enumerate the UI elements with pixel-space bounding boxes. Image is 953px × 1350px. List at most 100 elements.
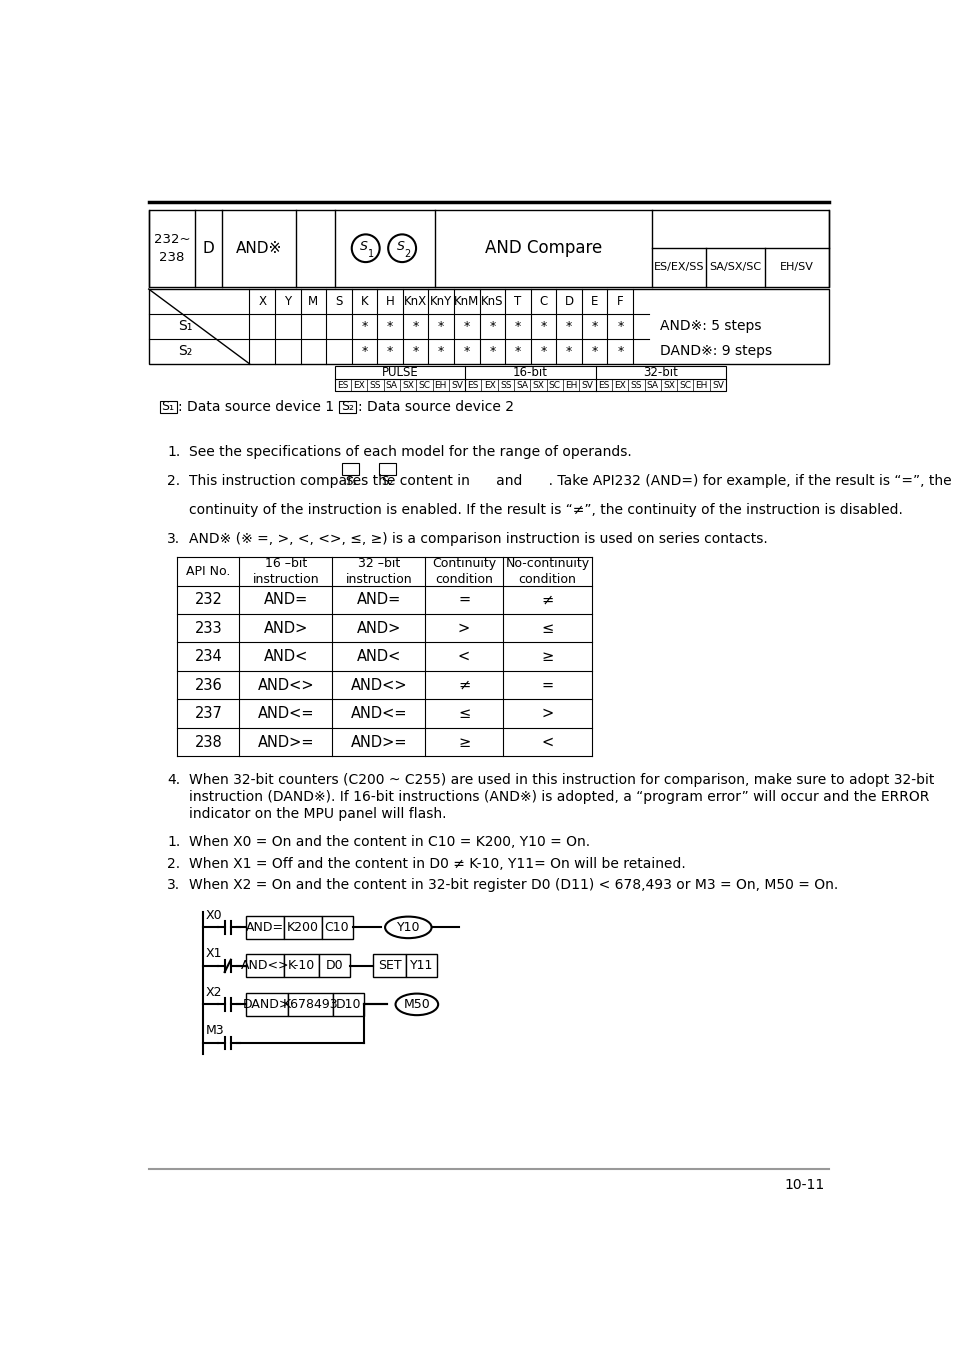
Text: 4.: 4. xyxy=(167,774,180,787)
Text: AND=: AND= xyxy=(263,593,308,608)
FancyBboxPatch shape xyxy=(342,463,359,475)
Text: EH: EH xyxy=(434,381,446,390)
FancyBboxPatch shape xyxy=(245,992,288,1017)
Text: AND>: AND> xyxy=(356,621,400,636)
Text: KnM: KnM xyxy=(454,296,479,308)
Text: >: > xyxy=(540,706,553,721)
Text: K678493: K678493 xyxy=(283,998,338,1011)
Text: 233: 233 xyxy=(194,621,222,636)
Text: SC: SC xyxy=(679,381,691,390)
Text: *: * xyxy=(591,344,598,358)
Text: EH/SV: EH/SV xyxy=(779,262,813,273)
FancyBboxPatch shape xyxy=(149,289,828,363)
Text: EX: EX xyxy=(483,381,495,390)
Text: SC: SC xyxy=(418,381,430,390)
Text: SV: SV xyxy=(451,381,462,390)
Text: *: * xyxy=(387,320,393,333)
FancyBboxPatch shape xyxy=(284,954,319,977)
Bar xyxy=(479,289,505,363)
FancyBboxPatch shape xyxy=(319,954,350,977)
Text: *: * xyxy=(515,344,520,358)
FancyBboxPatch shape xyxy=(159,401,176,413)
Text: ≠: ≠ xyxy=(457,678,470,693)
Text: C: C xyxy=(538,296,547,308)
Text: *: * xyxy=(539,320,546,333)
Text: D10: D10 xyxy=(335,998,361,1011)
Text: 1.: 1. xyxy=(167,446,180,459)
Text: indicator on the MPU panel will flash.: indicator on the MPU panel will flash. xyxy=(189,807,446,821)
Text: X0: X0 xyxy=(205,909,222,922)
Text: X1: X1 xyxy=(205,948,221,960)
Text: Y10: Y10 xyxy=(396,921,419,934)
Text: SV: SV xyxy=(711,381,723,390)
Text: AND=: AND= xyxy=(246,921,284,934)
Text: DAND※: 9 steps: DAND※: 9 steps xyxy=(659,344,772,358)
Text: SS: SS xyxy=(370,381,381,390)
Text: EH: EH xyxy=(564,381,577,390)
Text: M50: M50 xyxy=(403,998,430,1011)
Text: S: S xyxy=(360,240,368,254)
Text: <: < xyxy=(540,734,553,749)
Text: No-continuity
condition: No-continuity condition xyxy=(505,556,589,586)
Text: 32-bit: 32-bit xyxy=(642,366,678,379)
Text: AND=: AND= xyxy=(356,593,400,608)
Text: AND Compare: AND Compare xyxy=(485,239,602,258)
Text: : Data source device 2: : Data source device 2 xyxy=(357,400,514,414)
Text: K: K xyxy=(360,296,368,308)
Text: Continuity
condition: Continuity condition xyxy=(432,556,496,586)
Text: T: T xyxy=(514,296,521,308)
Text: E: E xyxy=(591,296,598,308)
Text: 16-bit: 16-bit xyxy=(513,366,547,379)
Text: AND※: AND※ xyxy=(235,240,282,255)
Text: *: * xyxy=(463,344,470,358)
Text: When 32-bit counters (C200 ~ C255) are used in this instruction for comparison, : When 32-bit counters (C200 ~ C255) are u… xyxy=(189,774,933,787)
Text: This instruction compares the content in      and      . Take API232 (AND=) for : This instruction compares the content in… xyxy=(189,474,951,487)
Text: AND※: 5 steps: AND※: 5 steps xyxy=(659,320,760,333)
Text: S: S xyxy=(396,240,404,254)
Text: AND<: AND< xyxy=(356,649,400,664)
Text: S: S xyxy=(335,296,342,308)
Text: *: * xyxy=(463,320,470,333)
Text: *: * xyxy=(617,344,622,358)
Text: 2: 2 xyxy=(404,248,410,259)
Text: ES: ES xyxy=(467,381,478,390)
FancyBboxPatch shape xyxy=(339,401,356,413)
Text: S₁: S₁ xyxy=(161,401,174,413)
Text: X2: X2 xyxy=(205,986,221,999)
Text: *: * xyxy=(565,344,572,358)
Text: 16 –bit
instruction: 16 –bit instruction xyxy=(253,556,319,586)
Text: 236: 236 xyxy=(194,678,222,693)
Text: >: > xyxy=(457,621,470,636)
Text: SA: SA xyxy=(516,381,528,390)
Text: *: * xyxy=(437,344,444,358)
Text: SA/SX/SC: SA/SX/SC xyxy=(709,262,760,273)
FancyBboxPatch shape xyxy=(378,463,395,475)
Text: 237: 237 xyxy=(194,706,222,721)
Text: *: * xyxy=(437,320,444,333)
Text: S₁: S₁ xyxy=(344,475,356,489)
Text: AND<>: AND<> xyxy=(257,678,314,693)
Text: *: * xyxy=(387,344,393,358)
Text: KnX: KnX xyxy=(404,296,427,308)
Text: K-10: K-10 xyxy=(288,960,314,972)
Text: *: * xyxy=(412,344,418,358)
Text: SS: SS xyxy=(630,381,641,390)
Text: AND<>: AND<> xyxy=(350,678,407,693)
Text: ≤: ≤ xyxy=(457,706,470,721)
Text: KnY: KnY xyxy=(430,296,452,308)
Text: EH: EH xyxy=(695,381,707,390)
Text: S₂: S₂ xyxy=(341,401,354,413)
Text: 2.: 2. xyxy=(167,474,180,487)
Text: See the specifications of each model for the range of operands.: See the specifications of each model for… xyxy=(189,446,631,459)
Text: SC: SC xyxy=(548,381,560,390)
Text: : Data source device 1: : Data source device 1 xyxy=(178,400,334,414)
Text: PULSE: PULSE xyxy=(381,366,417,379)
Text: *: * xyxy=(489,320,495,333)
Text: D0: D0 xyxy=(326,960,343,972)
Text: *: * xyxy=(361,320,367,333)
Bar xyxy=(428,289,454,363)
FancyBboxPatch shape xyxy=(245,915,284,940)
Text: M3: M3 xyxy=(205,1025,224,1037)
Text: AND<=: AND<= xyxy=(257,706,314,721)
Text: ≤: ≤ xyxy=(540,621,553,636)
